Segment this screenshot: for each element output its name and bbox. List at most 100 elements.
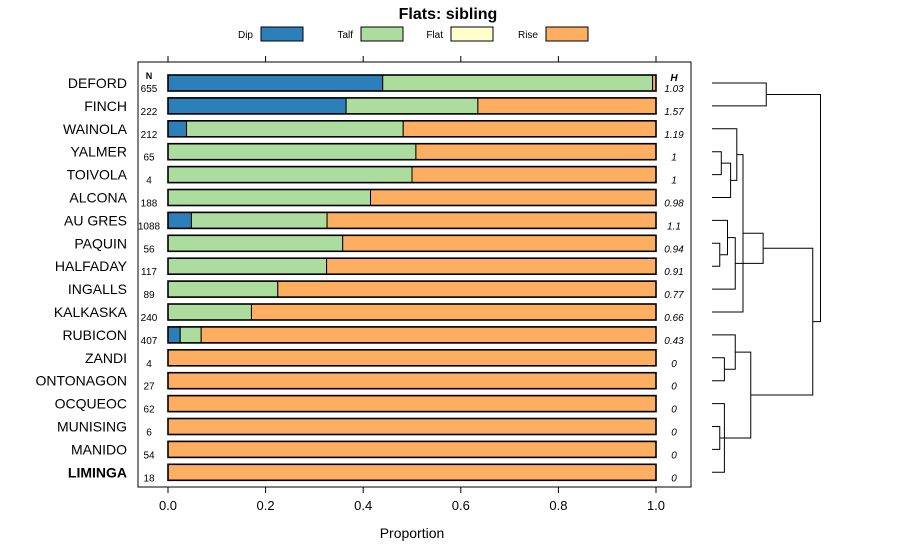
category-label: ZANDI <box>85 350 127 366</box>
n-value: 89 <box>143 290 155 301</box>
bar-rows: DEFORD 655 1.03 FINCH 222 1.57 WAINOLA 212 1.19 Y… <box>35 74 684 484</box>
n-value: 54 <box>143 450 155 461</box>
bar-segment-rise <box>342 234 657 252</box>
bar-segment-rise <box>250 303 657 321</box>
bar-segment-rise <box>415 143 657 161</box>
dendrogram-link <box>712 151 722 176</box>
n-value: 6 <box>146 428 152 439</box>
h-value: 0.98 <box>664 199 684 210</box>
dendrogram-link <box>712 82 767 107</box>
h-value: 0 <box>671 473 677 484</box>
n-value: 188 <box>141 199 158 210</box>
category-label: LIMINGA <box>68 464 127 480</box>
bar-outline <box>167 326 657 344</box>
bar-segment-talf <box>167 257 328 275</box>
dendrogram-link <box>712 357 725 382</box>
legend-swatch-rise <box>545 26 589 42</box>
h-value: 0.66 <box>664 313 684 324</box>
bar-outline <box>167 142 657 161</box>
dendrogram-link <box>712 334 736 370</box>
category-label: MANIDO <box>71 441 127 457</box>
legend-swatch-dip <box>260 26 304 42</box>
category-label: TOIVOLA <box>67 167 128 183</box>
bar-segment-talf <box>179 326 202 344</box>
bar-segment-rise <box>370 189 657 206</box>
bar-outline <box>167 348 657 367</box>
bar-segment-talf <box>167 303 252 321</box>
bar-segment-talf <box>167 189 372 206</box>
dendrogram-link <box>766 93 821 323</box>
category-label: FINCH <box>84 98 127 114</box>
bar-segment-rise <box>167 463 657 481</box>
category-label: WAINOLA <box>63 121 128 137</box>
h-value: 1.19 <box>664 130 684 141</box>
n-value: 4 <box>146 176 152 187</box>
legend: Dip Talf Flat Rise <box>238 26 589 42</box>
bar-segment-talf <box>186 120 404 138</box>
category-label: ONTONAGON <box>35 373 127 389</box>
bar-segment-rise <box>167 418 657 435</box>
n-value: 407 <box>141 336 158 347</box>
category-label: AU GRES <box>64 212 127 228</box>
bar-segment-rise <box>167 372 657 390</box>
x-axis: 0.0 0.2 0.4 0.6 0.8 1.0 <box>159 56 665 513</box>
legend-swatch-flat <box>450 26 494 42</box>
h-value: 0.91 <box>664 267 683 278</box>
category-label: MUNISING <box>57 419 127 435</box>
n-value: 222 <box>141 107 158 118</box>
bar-segment-dip <box>167 326 181 344</box>
bar-segment-talf <box>345 97 479 115</box>
dendrogram-link <box>712 128 738 181</box>
category-label: INGALLS <box>68 281 127 297</box>
n-value: 117 <box>141 267 157 278</box>
h-value: 0 <box>671 382 677 393</box>
bar-outline <box>167 257 657 276</box>
dendrogram <box>712 82 821 473</box>
category-label: DEFORD <box>68 75 127 91</box>
category-label: OCQUEOC <box>55 396 127 412</box>
x-tick-label: 0.0 <box>159 498 177 513</box>
legend-label-rise: Rise <box>518 30 538 41</box>
h-value: 0 <box>671 450 677 461</box>
legend-swatch-talf <box>360 26 404 42</box>
category-label: RUBICON <box>62 327 127 343</box>
bar-segment-rise <box>167 395 657 413</box>
h-value: 1.03 <box>664 84 684 95</box>
bar-outline <box>167 188 657 207</box>
n-value: 65 <box>143 153 155 164</box>
h-value: 1 <box>671 153 677 164</box>
h-value: 0 <box>671 359 677 370</box>
bar-segment-rise <box>167 349 657 367</box>
h-value: 1 <box>671 176 677 187</box>
x-axis-label: Proportion <box>380 525 445 541</box>
bar-segment-talf <box>167 143 417 161</box>
bar-outline <box>167 463 657 482</box>
bar-outline <box>167 211 657 230</box>
bar-segment-dip <box>167 211 192 229</box>
dendrogram-link <box>735 232 764 264</box>
x-tick-label: 0.6 <box>452 498 470 513</box>
n-value: 1088 <box>138 221 161 232</box>
h-value: 1.1 <box>667 221 681 232</box>
bar-outline <box>167 97 657 115</box>
bar-outline <box>167 234 657 253</box>
bar-segment-rise <box>411 166 657 184</box>
h-value: 0.94 <box>664 244 684 255</box>
dendrogram-link <box>727 351 752 439</box>
h-value: 0.43 <box>664 336 684 347</box>
bar-outline <box>167 394 657 413</box>
category-label: KALKASKA <box>54 304 128 320</box>
h-value: 1.57 <box>664 107 684 118</box>
bar-segment-rise <box>477 97 657 115</box>
bar-outline <box>167 303 657 321</box>
bar-segment-rise <box>167 440 657 458</box>
bar-outline <box>167 371 657 390</box>
category-label: ALCONA <box>69 190 127 206</box>
n-value: 4 <box>146 359 152 370</box>
n-value: 62 <box>143 405 155 416</box>
x-tick-label: 1.0 <box>647 498 665 513</box>
bar-segment-dip <box>167 97 347 115</box>
bar-segment-rise <box>277 280 657 298</box>
bar-outline <box>167 74 657 92</box>
n-value: 212 <box>141 130 158 141</box>
